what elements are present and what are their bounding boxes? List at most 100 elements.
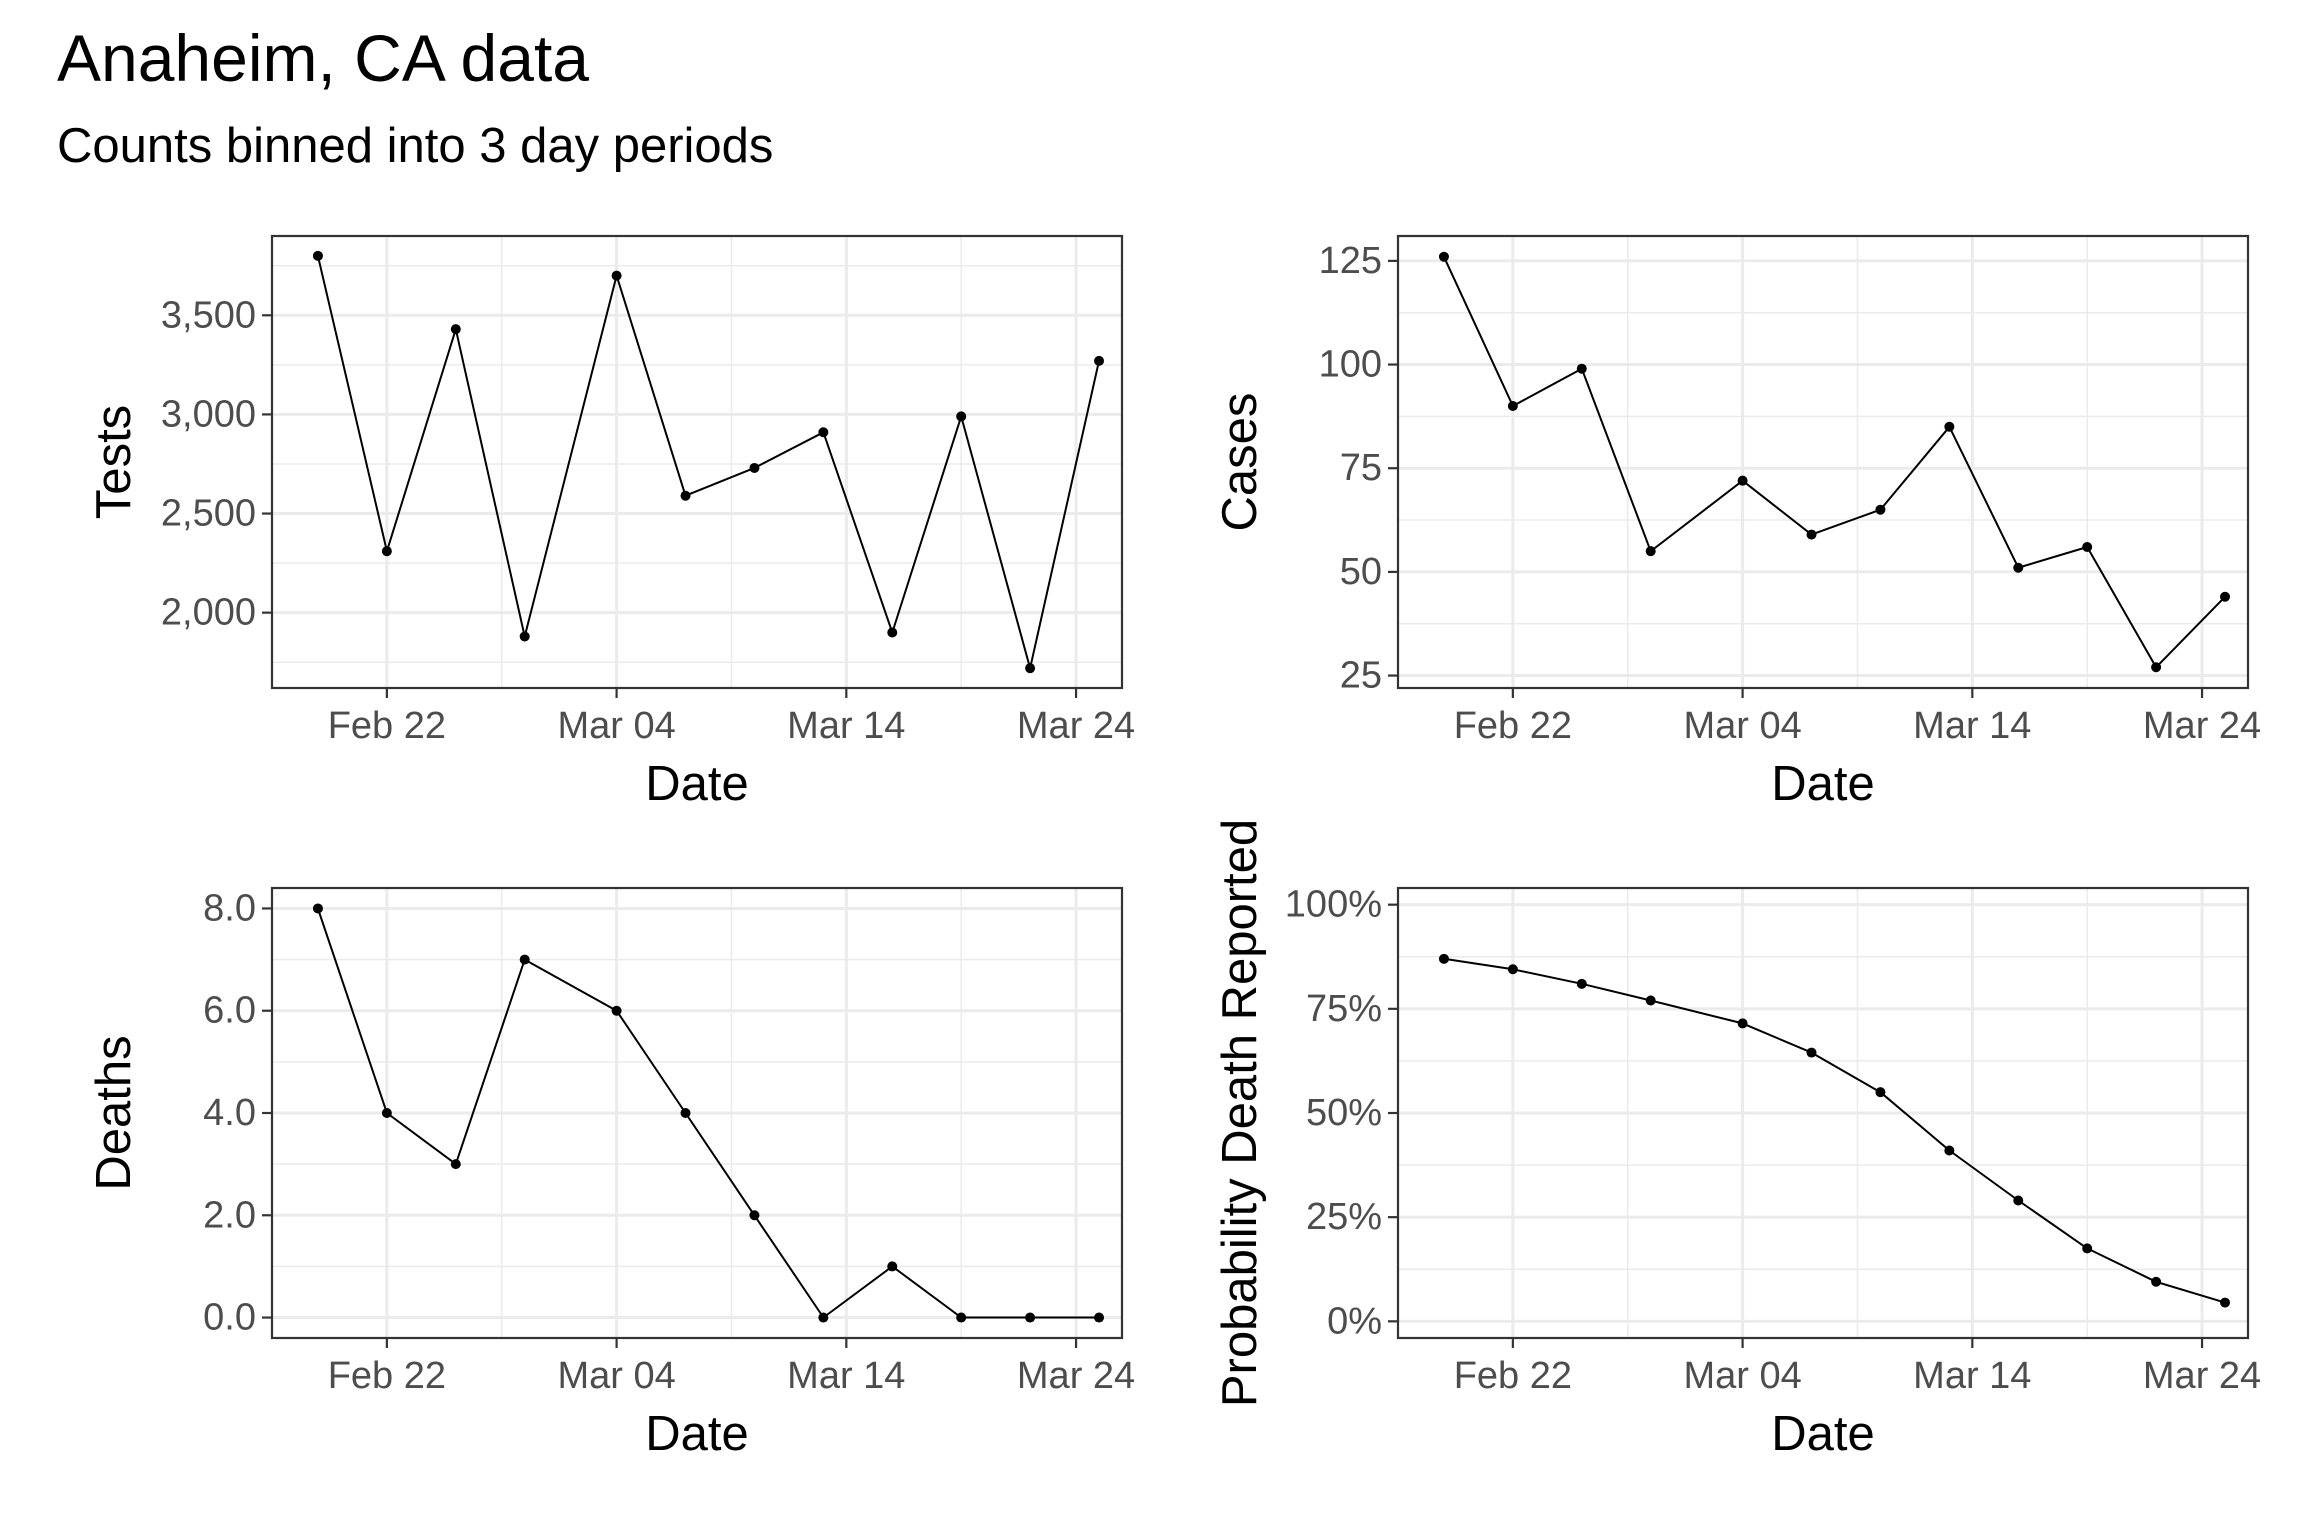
data-point [1025, 1312, 1036, 1323]
data-point [611, 1005, 622, 1016]
panel-deaths: 0.0 2.0 4.0 6.0 8.0 Feb 22 Mar 04 Mar 14 Mar 24 D… [87, 886, 1135, 1461]
y-axis-title: Tests [87, 405, 141, 519]
data-point [1944, 421, 1955, 432]
x-axis-title: Date [645, 757, 749, 811]
y-tick-label: 2,500 [161, 493, 256, 535]
data-point [887, 627, 898, 638]
data-point [818, 1312, 829, 1323]
data-point [519, 631, 530, 642]
panel-border [1396, 234, 2250, 690]
y-tick-label: 0% [1327, 1300, 1382, 1342]
data-point [450, 324, 461, 335]
x-tick-label: Mar 24 [2143, 1355, 2261, 1397]
data-point [2082, 542, 2093, 553]
series-line [1442, 256, 2226, 669]
y-tick-label: 75% [1306, 988, 1382, 1030]
data-point [611, 270, 622, 281]
data-point [519, 954, 530, 965]
y-tick-label: 50 [1340, 551, 1382, 593]
data-point [1507, 401, 1518, 412]
x-axis-title: Date [1771, 757, 1875, 811]
data-point [1645, 546, 1656, 557]
data-point [2013, 1195, 2024, 1206]
data-point [1944, 1145, 1955, 1156]
data-point [2220, 1297, 2231, 1308]
plot-background [272, 236, 1122, 688]
x-tick-label: Mar 04 [1683, 1355, 1801, 1397]
y-tick-label: 125 [1319, 240, 1382, 282]
panel-tests: 2,000 2,500 3,000 3,500 Feb 22 Mar 04 Mar 14 Ma… [87, 234, 1135, 811]
y-tick-label: 0.0 [203, 1297, 256, 1339]
x-axis-title: Date [645, 1407, 749, 1461]
x-tick-label: Feb 22 [328, 705, 446, 747]
data-point [1806, 529, 1817, 540]
series-line [316, 908, 1099, 1319]
y-tick-label: 100 [1319, 344, 1382, 386]
x-tick-label: Mar 14 [1913, 1355, 2031, 1397]
x-tick-label: Feb 22 [1454, 705, 1572, 747]
data-point [887, 1261, 898, 1272]
data-point [1094, 355, 1105, 366]
y-tick-label: 3,500 [161, 294, 256, 336]
data-point [1737, 1018, 1748, 1029]
data-point [1025, 663, 1036, 674]
data-point [956, 1312, 967, 1323]
x-tick-label: Mar 14 [787, 1355, 905, 1397]
panel-border [270, 234, 1124, 690]
data-point [1094, 1312, 1105, 1323]
data-point [312, 903, 323, 914]
data-point [749, 1210, 760, 1221]
y-tick-label: 75 [1340, 447, 1382, 489]
data-point [680, 1108, 691, 1118]
data-point [381, 546, 392, 557]
x-tick-label: Mar 24 [2143, 705, 2261, 747]
panel-probability-death-reported: 0% 25% 50% 75% 100% Feb 22 Mar 04 Mar 14 Mar 24 D… [1213, 819, 2261, 1461]
y-tick-label: 6.0 [203, 990, 256, 1032]
data-point [1576, 363, 1587, 374]
y-tick-label: 25 [1340, 655, 1382, 697]
y-tick-label: 3,000 [161, 393, 256, 435]
panel-cases: 25 50 75 100 125 Feb 22 Mar 04 Mar 14 Mar 24 Date… [1213, 234, 2261, 811]
x-tick-label: Mar 04 [1683, 705, 1801, 747]
x-axis-title: Date [1771, 1407, 1875, 1461]
series-line [316, 255, 1100, 670]
x-tick-label: Mar 04 [557, 705, 675, 747]
chart-title: Anaheim, CA data [57, 21, 589, 95]
chart-subtitle: Counts binned into 3 day periods [57, 119, 774, 173]
x-tick-label: Mar 24 [1017, 1355, 1135, 1397]
data-point [1737, 475, 1748, 486]
y-tick-label: 2.0 [203, 1194, 256, 1236]
y-axis-title: Cases [1213, 393, 1267, 532]
plot-background [1398, 236, 2248, 688]
x-tick-label: Mar 14 [1913, 705, 2031, 747]
data-point [1645, 995, 1656, 1006]
data-point [2151, 1276, 2162, 1287]
data-point [680, 490, 691, 501]
y-axis-title: Probability Death Reported [1213, 819, 1267, 1407]
y-axis-title: Deaths [87, 1035, 141, 1190]
y-tick-label: 100% [1285, 884, 1382, 926]
data-point [1875, 504, 1886, 515]
data-point [1438, 953, 1449, 964]
data-point [1875, 1087, 1886, 1098]
y-tick-label: 4.0 [203, 1092, 256, 1134]
data-point [381, 1108, 392, 1118]
y-tick-label: 50% [1306, 1092, 1382, 1134]
y-tick-label: 25% [1306, 1196, 1382, 1238]
x-tick-label: Mar 04 [557, 1355, 675, 1397]
data-point [2013, 562, 2024, 573]
x-tick-label: Mar 24 [1017, 705, 1135, 747]
data-point [2220, 591, 2231, 602]
data-point [1438, 251, 1449, 262]
data-point [818, 427, 829, 438]
x-tick-label: Feb 22 [1454, 1355, 1572, 1397]
series-line [1443, 957, 2226, 1304]
data-point [2151, 662, 2162, 673]
y-tick-label: 2,000 [161, 592, 256, 634]
data-point [1507, 964, 1518, 975]
data-point [749, 462, 760, 473]
data-point [1576, 978, 1587, 989]
x-tick-label: Feb 22 [328, 1355, 446, 1397]
data-point [956, 411, 967, 422]
